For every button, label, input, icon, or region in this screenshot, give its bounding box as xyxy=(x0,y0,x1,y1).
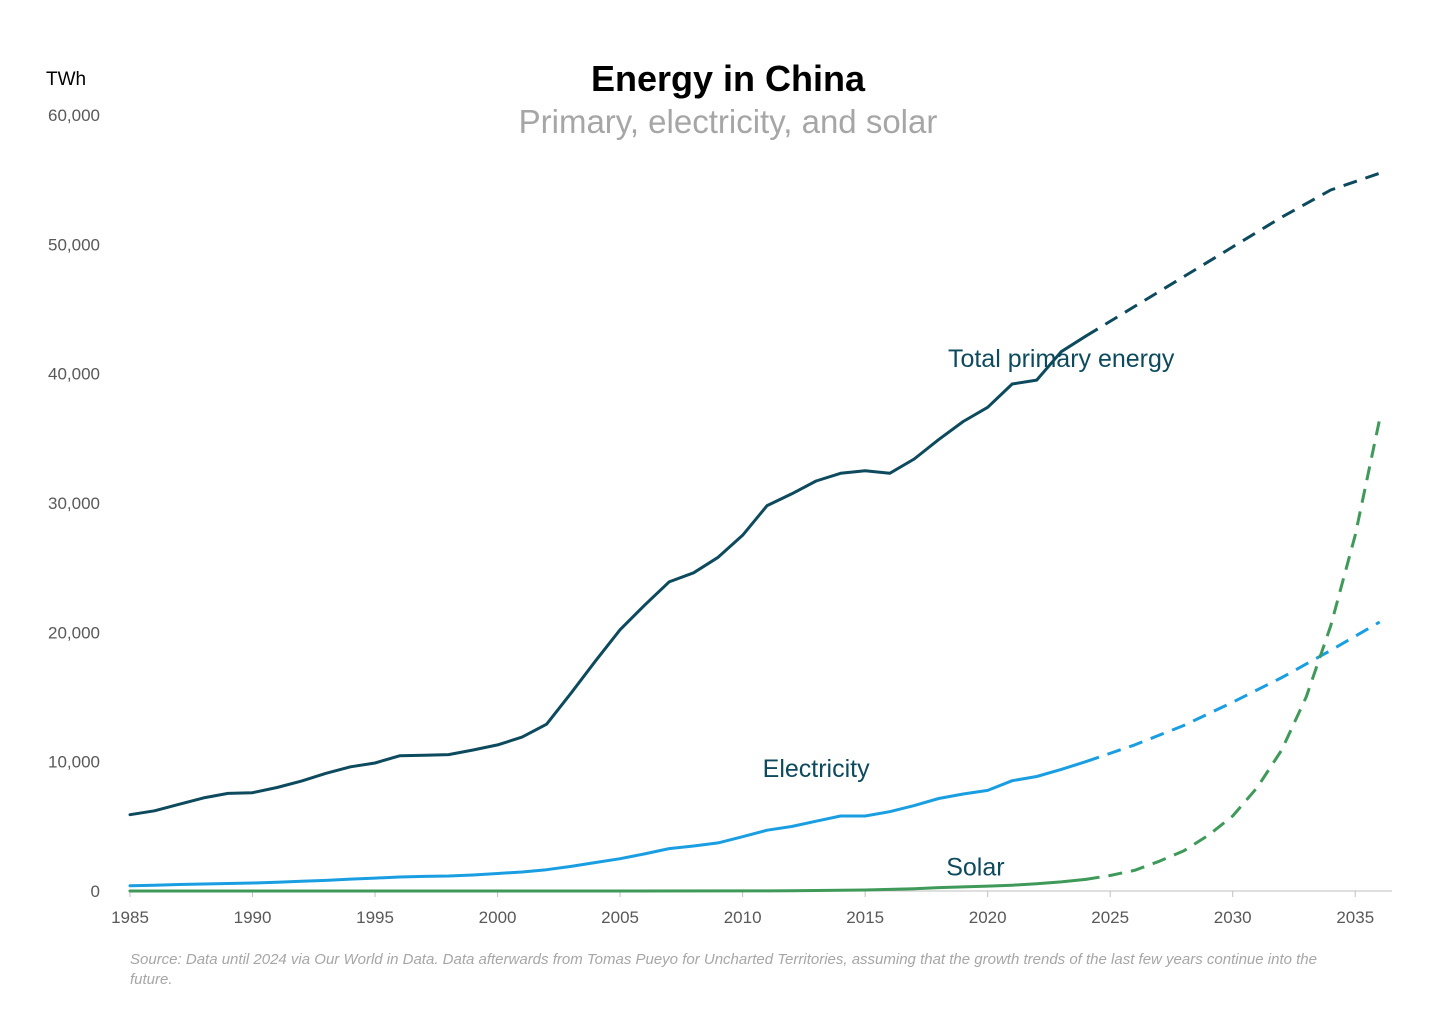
x-tick-label: 2015 xyxy=(846,908,884,927)
x-tick-label: 1985 xyxy=(111,908,149,927)
y-tick-label: 60,000 xyxy=(48,106,100,125)
y-tick-label: 0 xyxy=(91,882,100,901)
series-label-solar: Solar xyxy=(946,853,1004,881)
y-axis: 0 10,000 20,000 30,000 40,000 50,000 60,000 xyxy=(48,106,100,901)
y-tick-label: 20,000 xyxy=(48,623,100,642)
series-projection-total-primary-energy xyxy=(1084,171,1381,338)
x-axis: 1985 1990 1995 2000 2005 2010 2015 2020 2025 2030… xyxy=(111,891,1374,927)
series-line-electricity xyxy=(128,760,1088,888)
x-tick-label: 2030 xyxy=(1214,908,1252,927)
x-tick-label: 2025 xyxy=(1091,908,1129,927)
chart-title: Energy in China xyxy=(590,58,866,99)
x-tick-label: 2020 xyxy=(969,908,1007,927)
y-tick-label: 50,000 xyxy=(48,235,100,254)
source-note: Source: Data until 2024 via Our World in… xyxy=(130,951,1317,988)
chart-subtitle: Primary, electricity, and solar xyxy=(518,103,938,140)
y-tick-label: 40,000 xyxy=(48,365,100,384)
x-tick-label: 2035 xyxy=(1336,908,1374,927)
series-label-electricity: Electricity xyxy=(763,755,870,783)
y-tick-label: 30,000 xyxy=(48,494,100,513)
series-labels: Total primary energy Electricity Solar xyxy=(763,345,1175,881)
series-projection-electricity xyxy=(1085,620,1381,764)
series-layer xyxy=(128,171,1382,893)
series-projection-solar xyxy=(1085,418,1382,881)
x-tick-label: 1995 xyxy=(356,908,394,927)
series-line-total-primary-energy xyxy=(128,334,1088,817)
series-label-total-primary-energy: Total primary energy xyxy=(948,345,1175,373)
series-line-solar xyxy=(128,877,1088,893)
x-tick-label: 2000 xyxy=(479,908,517,927)
y-tick-label: 10,000 xyxy=(48,753,100,772)
x-tick-label: 1990 xyxy=(234,908,272,927)
y-axis-unit: TWh xyxy=(46,69,87,90)
x-tick-label: 2010 xyxy=(724,908,762,927)
x-tick-label: 2005 xyxy=(601,908,639,927)
